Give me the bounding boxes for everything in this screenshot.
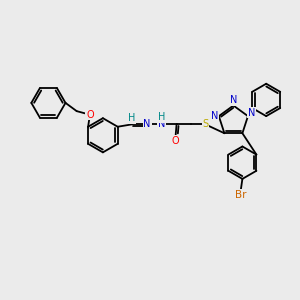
Text: O: O <box>86 110 94 120</box>
Text: N: N <box>248 108 255 118</box>
Text: N: N <box>158 119 165 129</box>
Text: Br: Br <box>235 190 247 200</box>
Text: S: S <box>202 119 208 129</box>
Text: N: N <box>230 95 237 105</box>
Text: N: N <box>211 111 218 121</box>
Text: H: H <box>158 112 165 122</box>
Text: H: H <box>128 113 136 123</box>
Text: N: N <box>143 119 151 129</box>
Text: O: O <box>172 136 179 146</box>
